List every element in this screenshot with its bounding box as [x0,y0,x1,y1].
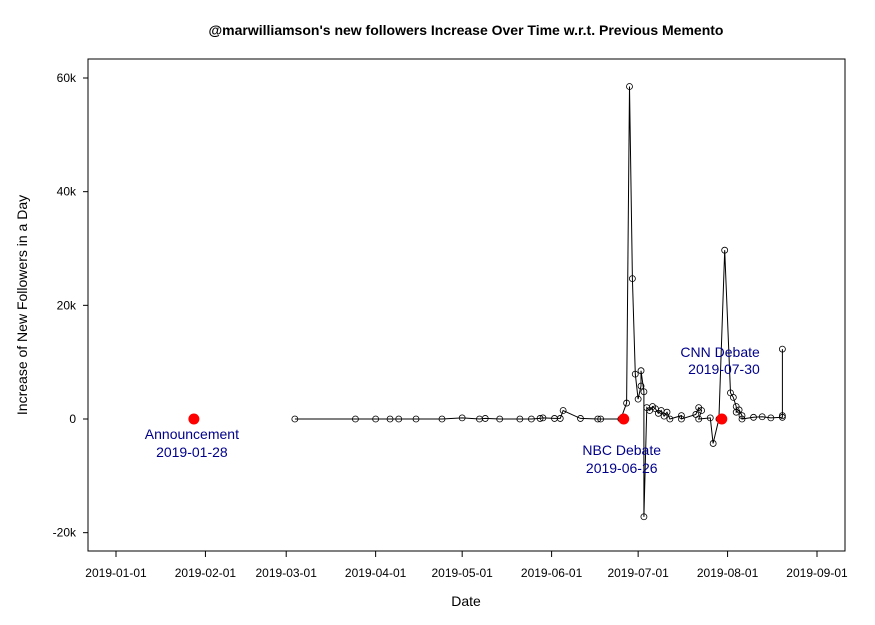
data-point [291,415,299,423]
data-point [559,407,567,414]
data-point [536,415,544,422]
data-point [778,345,786,353]
x-tick-label: 2019-09-01 [786,566,848,580]
data-point [386,415,394,423]
x-axis-label: Date [451,593,481,609]
data-point [438,415,446,423]
data-point [738,412,746,419]
data-point [594,415,602,423]
x-tick-label: 2019-08-01 [697,566,759,580]
data-point [412,415,420,423]
y-axis: -20k 0 20k 40k 60k [53,71,88,540]
data-point [758,413,766,421]
x-tick-label: 2019-01-01 [85,566,147,580]
plot-frame [87,58,846,552]
data-point [735,406,743,414]
x-tick-label: 2019-03-01 [256,566,318,580]
event-date-label: 2019-07-30 [688,361,760,377]
chart-title: @marwilliamson's new followers Increase … [209,22,724,38]
data-point [626,83,633,90]
x-tick-label: 2019-04-01 [345,566,407,580]
x-tick-label: 2019-07-01 [607,566,669,580]
data-point [352,415,359,423]
data-point [631,370,639,378]
x-tick-label: 2019-02-01 [175,566,237,580]
data-point [637,382,645,390]
event-label: CNN Debate [680,344,760,360]
data-point [695,415,703,423]
data-point [372,415,380,423]
y-tick-label: 40k [57,185,77,199]
data-point [496,415,504,423]
y-tick-label: -20k [53,526,77,540]
data-point [623,399,631,407]
data-point [738,415,746,423]
y-tick-label: 60k [57,71,77,85]
x-axis: 2019-01-01 2019-02-01 2019-03-01 2019-04-01… [85,550,848,580]
data-point [678,415,685,423]
data-point [597,415,605,423]
event-marker [716,413,728,425]
data-point [637,367,645,375]
data-point [395,415,403,423]
y-tick-label: 0 [69,412,76,426]
data-point [666,415,674,423]
event-label: NBC Debate [582,442,661,458]
data-point [528,415,535,423]
data-point [634,395,642,403]
data-point [539,414,547,422]
series-line [294,86,783,517]
data-point [709,440,717,447]
data-point [516,415,524,423]
data-point [458,414,466,422]
data-point [767,414,775,422]
data-point [698,407,706,414]
data-point [640,513,648,521]
y-axis-label: Increase of New Followers in a Day [14,195,30,415]
data-point [778,412,786,419]
event-label: Announcement [145,426,239,442]
data-point [481,415,489,422]
event-marker [188,413,200,425]
event-marker [618,413,630,425]
data-point [577,415,584,422]
data-point [663,408,671,416]
series-layer [291,83,786,521]
data-point [556,415,564,422]
data-point [640,388,648,396]
event-date-label: 2019-01-28 [156,444,228,460]
y-tick-label: 20k [57,298,77,312]
data-point [778,413,786,421]
data-point [678,412,685,419]
data-point [729,394,737,401]
data-point [721,246,729,254]
data-point [628,275,636,283]
x-tick-label: 2019-06-01 [521,566,583,580]
data-point [750,413,757,421]
event-date-label: 2019-06-26 [586,460,658,476]
events-layer: Announcement 2019-01-28 NBC Debate 2019-06-… [145,344,760,476]
data-point [706,414,714,422]
x-tick-label: 2019-05-01 [431,566,493,580]
